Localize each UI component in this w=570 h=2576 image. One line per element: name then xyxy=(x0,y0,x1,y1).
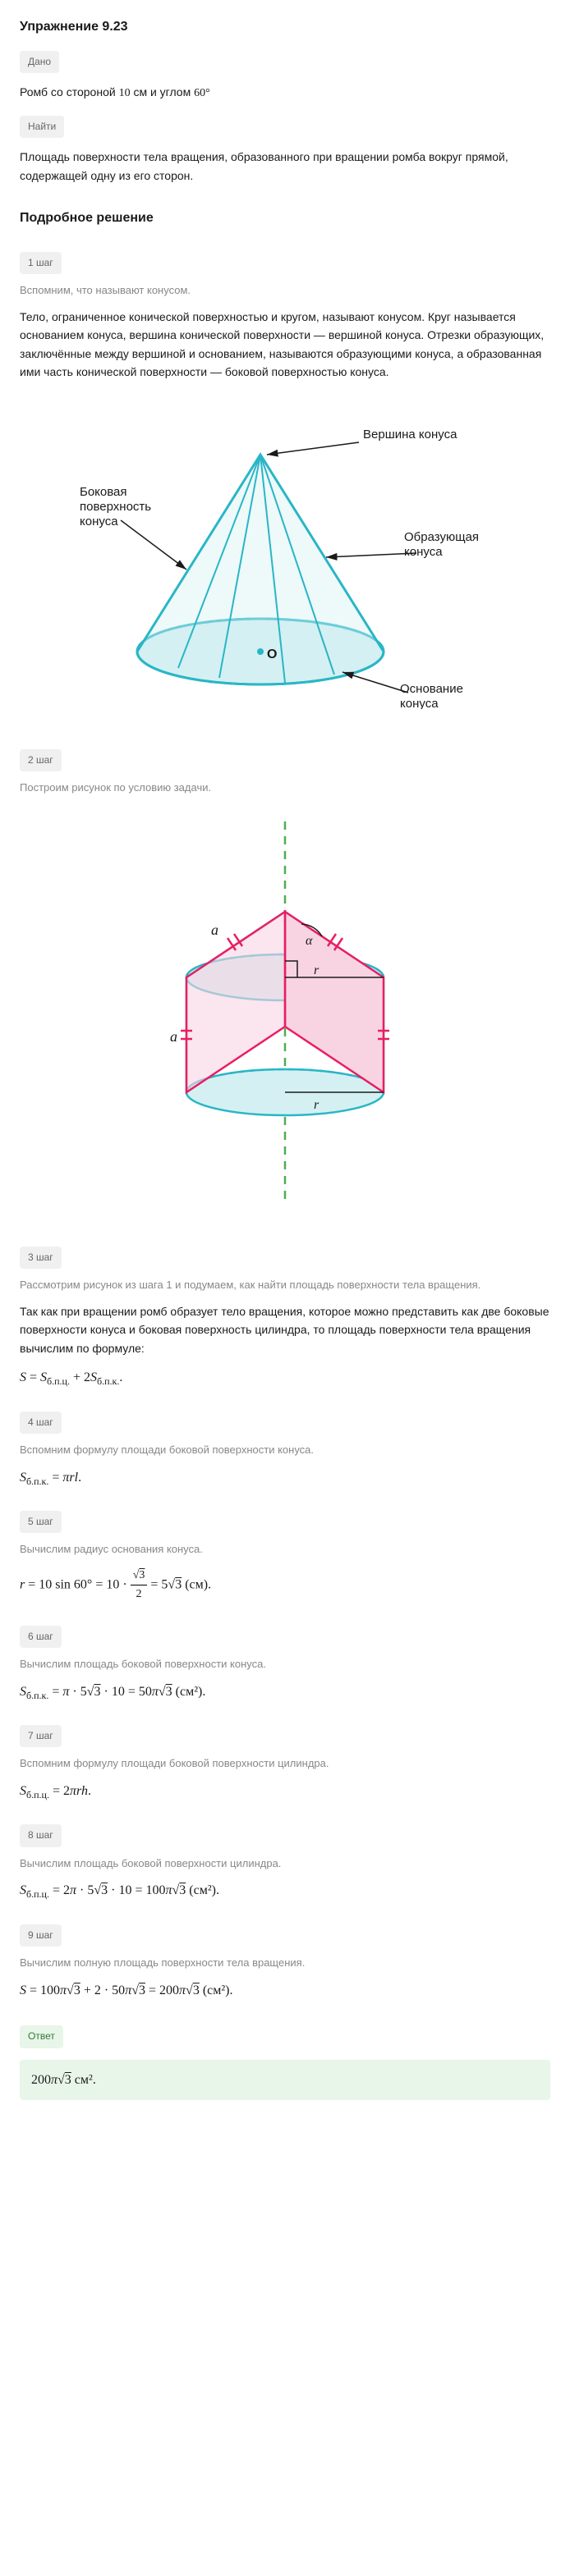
formula-5: r = 10 sin 60° = 10 · √32 = 5√3 (см). xyxy=(20,1567,550,1604)
formula-9: S = 100π√3 + 2 · 50π√3 = 200π√3 (см²). xyxy=(20,1980,550,2002)
generatrix-label-2: конуса xyxy=(404,545,443,559)
find-badge: Найти xyxy=(20,116,64,138)
step-1-text: Тело, ограниченное конической поверхност… xyxy=(20,308,550,382)
step-9-intro: Вычислим полную площадь поверхности тела… xyxy=(20,1955,550,1972)
formula-6: Sб.п.к. = π · 5√3 · 10 = 50π√3 (см²). xyxy=(20,1681,550,1704)
label-a-top: a xyxy=(211,922,218,938)
given-angle: 60° xyxy=(194,87,210,99)
step-4-intro: Вспомним формулу площади боковой поверхн… xyxy=(20,1442,550,1459)
generatrix-label-1: Образующая xyxy=(404,530,479,544)
step-3-text: Так как при вращении ромб образует тело … xyxy=(20,1302,550,1357)
given-mid: см и углом xyxy=(131,85,195,98)
label-a-left: a xyxy=(170,1028,177,1045)
formula-4: Sб.п.к. = πrl. xyxy=(20,1467,550,1489)
center-label: O xyxy=(267,647,277,661)
step-5-badge: 5 шаг xyxy=(20,1511,62,1533)
find-text: Площадь поверхности тела вращения, образ… xyxy=(20,148,550,185)
formula-7: Sб.п.ц. = 2πrh. xyxy=(20,1781,550,1803)
step-1-badge: 1 шаг xyxy=(20,252,62,274)
solution-title: Подробное решение xyxy=(20,208,550,229)
formula-8: Sб.п.ц. = 2π · 5√3 · 10 = 100π√3 (см²). xyxy=(20,1880,550,1902)
base-label-2: конуса xyxy=(400,697,439,709)
step-8-badge: 8 шаг xyxy=(20,1824,62,1846)
step-7-badge: 7 шаг xyxy=(20,1725,62,1747)
base-label-1: Основание xyxy=(400,682,463,696)
step-6-badge: 6 шаг xyxy=(20,1626,62,1648)
label-alpha: α xyxy=(306,934,313,948)
step-6-intro: Вычислим площадь боковой поверхности кон… xyxy=(20,1656,550,1673)
lateral-label-2: поверхность xyxy=(80,500,151,514)
step-3-badge: 3 шаг xyxy=(20,1247,62,1269)
step-8-intro: Вычислим площадь боковой поверхности цил… xyxy=(20,1855,550,1873)
formula-3: S = Sб.п.ц. + 2Sб.п.к.. xyxy=(20,1367,550,1389)
lateral-label-3: конуса xyxy=(80,515,118,528)
step-4-badge: 4 шаг xyxy=(20,1412,62,1434)
answer-badge: Ответ xyxy=(20,2025,63,2048)
step-9-badge: 9 шаг xyxy=(20,1924,62,1947)
exercise-title: Упражнение 9.23 xyxy=(20,16,550,38)
cone-diagram: O Вершина конуса Боковая поверхность кон… xyxy=(20,397,550,714)
label-r-bot: r xyxy=(314,1098,319,1112)
step-2-badge: 2 шаг xyxy=(20,749,62,771)
rotation-diagram: a a α r r xyxy=(20,813,550,1212)
vertex-label: Вершина конуса xyxy=(363,428,457,442)
lateral-label-1: Боковая xyxy=(80,485,127,499)
given-side: 10 xyxy=(119,87,131,99)
step-1-intro: Вспомним, что называют конусом. xyxy=(20,282,550,300)
given-badge: Дано xyxy=(20,51,59,73)
given-prefix: Ромб со стороной xyxy=(20,85,119,98)
given-text: Ромб со стороной 10 см и углом 60° xyxy=(20,83,550,103)
step-5-intro: Вычислим радиус основания конуса. xyxy=(20,1541,550,1558)
answer-value: 200π√3 см². xyxy=(20,2060,550,2101)
step-7-intro: Вспомним формулу площади боковой поверхн… xyxy=(20,1755,550,1773)
step-3-intro: Рассмотрим рисунок из шага 1 и подумаем,… xyxy=(20,1277,550,1294)
step-2-intro: Построим рисунок по условию задачи. xyxy=(20,780,550,797)
label-r-top: r xyxy=(314,963,319,977)
